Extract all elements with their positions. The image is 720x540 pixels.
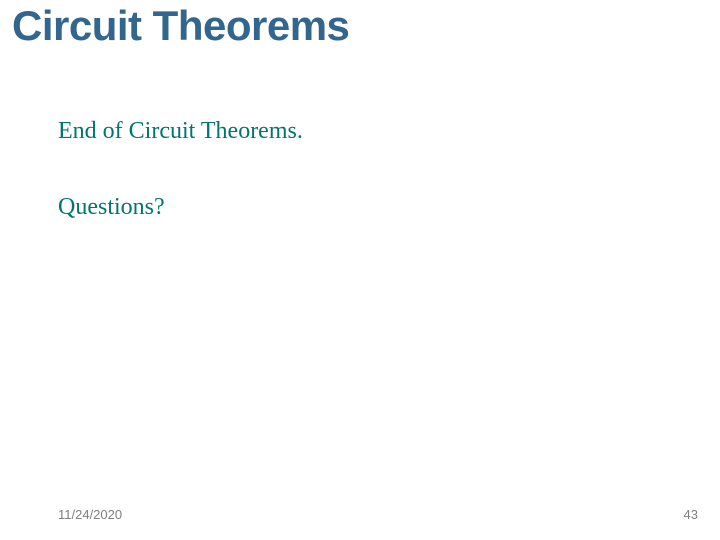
footer-date: 11/24/2020 bbox=[58, 507, 122, 522]
slide: Circuit Theorems End of Circuit Theorems… bbox=[0, 0, 720, 540]
body-line-1: End of Circuit Theorems. bbox=[58, 118, 303, 144]
footer-page-number: 43 bbox=[684, 507, 698, 522]
body-line-2: Questions? bbox=[58, 194, 165, 220]
slide-title: Circuit Theorems bbox=[12, 4, 349, 48]
